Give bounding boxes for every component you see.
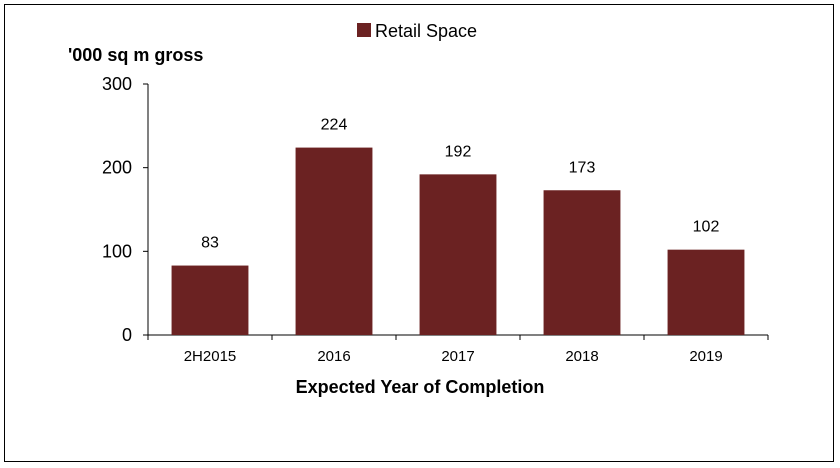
legend-swatch — [357, 23, 371, 37]
bar-2018 — [543, 190, 621, 335]
bar-2H2015 — [171, 265, 249, 335]
y-tick-label: 200 — [102, 158, 132, 178]
x-axis-labels: 2H2015 2016 2017 2018 2019 — [147, 335, 769, 365]
y-tick-label: 100 — [102, 241, 132, 261]
data-label-2016: 224 — [321, 117, 348, 134]
bars — [171, 147, 745, 335]
bar-2017 — [419, 174, 497, 335]
y-tick-label: 0 — [122, 325, 132, 345]
data-label-2H2015: 83 — [201, 235, 219, 252]
x-tick-label-2H2015: 2H2015 — [184, 348, 237, 365]
x-axis-title: Expected Year of Completion — [296, 377, 545, 397]
bar-2016 — [295, 147, 373, 335]
legend-label: Retail Space — [375, 21, 477, 41]
x-tick-label-2019: 2019 — [689, 348, 722, 365]
y-tick-label: 300 — [102, 74, 132, 94]
bar-2019 — [667, 249, 745, 335]
y-axis-title: '000 sq m gross — [68, 45, 203, 65]
data-label-2019: 102 — [693, 219, 720, 236]
x-tick-label-2018: 2018 — [565, 348, 598, 365]
data-label-2017: 192 — [445, 143, 472, 160]
data-label-2018: 173 — [569, 159, 596, 176]
y-axis-ticks: 0 100 200 300 — [102, 74, 148, 345]
legend: Retail Space — [357, 21, 477, 41]
x-tick-label-2016: 2016 — [317, 348, 350, 365]
x-tick-label-2017: 2017 — [441, 348, 474, 365]
chart-frame — [4, 4, 834, 462]
data-labels: 83 224 192 173 102 — [201, 117, 719, 252]
